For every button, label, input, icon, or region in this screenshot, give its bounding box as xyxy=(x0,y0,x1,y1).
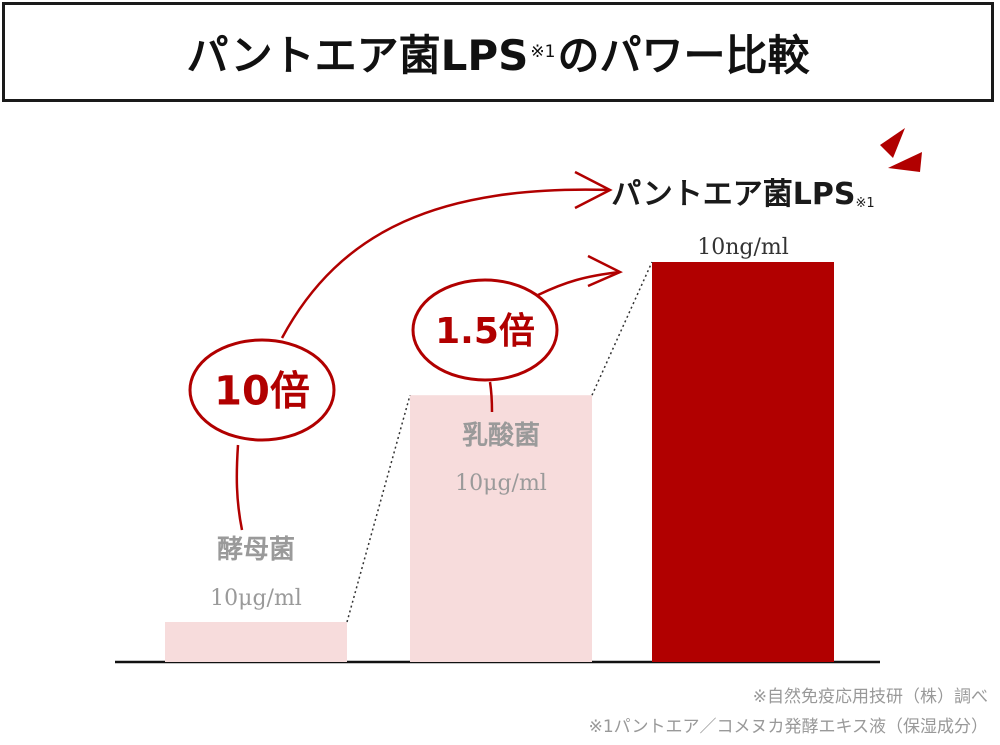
annotation-tail-0 xyxy=(235,444,244,531)
annotation-arrow-0 xyxy=(280,188,611,339)
emphasis-mark-1 xyxy=(880,128,905,158)
connector-1 xyxy=(591,261,653,396)
footnote-ingredient: ※1パントエア／コメヌカ発酵エキス液（保湿成分） xyxy=(588,717,988,737)
annotation-ellipse-0 xyxy=(188,338,336,442)
arrowhead-1 xyxy=(587,254,623,288)
bar-1 xyxy=(410,395,592,662)
annotation-arrow-1 xyxy=(537,270,621,297)
category-label-2: パントエア菌LPS※1 xyxy=(611,177,874,212)
title-footnote-mark: ※1 xyxy=(530,42,556,62)
connector-0 xyxy=(346,394,411,623)
emphasis-mark-2 xyxy=(888,152,922,172)
title-main: パントエア菌LPS xyxy=(186,30,529,80)
annotation-ellipse-1 xyxy=(411,278,559,382)
annotation-label-1: 1.5倍 xyxy=(435,311,535,352)
category-label-1: 乳酸菌 xyxy=(462,421,540,451)
chart-title: パントエア菌LPS ※1 のパワー比較 xyxy=(2,2,994,102)
value-label-0: 10μg/ml xyxy=(210,586,302,611)
bar-2 xyxy=(652,262,834,662)
arrowhead-0 xyxy=(574,170,613,210)
category-label-0: 酵母菌 xyxy=(217,535,295,565)
value-label-2: 10ng/ml xyxy=(697,235,789,260)
value-label-1: 10μg/ml xyxy=(455,471,547,496)
bar-0 xyxy=(165,622,347,662)
footnote-source: ※自然免疫応用技研（株）調べ xyxy=(752,687,988,707)
annotation-tail-1 xyxy=(488,381,494,413)
title-rest: のパワー比較 xyxy=(557,30,810,80)
annotation-label-0: 10倍 xyxy=(214,368,310,414)
